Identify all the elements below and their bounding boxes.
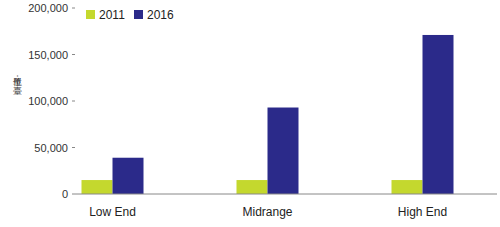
bars <box>82 35 454 194</box>
x-tick-label: Low End <box>89 205 136 219</box>
bar <box>392 180 423 194</box>
y-tick <box>72 194 75 195</box>
legend-swatch <box>134 10 143 19</box>
chart: 0 50,000 100,000 150,000 200,000 單位：臺 Low End M… <box>0 0 500 227</box>
x-tick-label: High End <box>398 205 447 219</box>
y-tick-label: 200,000 <box>28 2 68 14</box>
y-tick <box>72 101 75 102</box>
y-tick-label: 100,000 <box>28 95 68 107</box>
legend-label: 2011 <box>99 8 125 22</box>
bar <box>82 180 113 194</box>
legend-swatch <box>86 10 95 19</box>
x-axis-line <box>75 194 497 195</box>
y-tick <box>72 147 75 148</box>
bar <box>237 180 268 194</box>
legend-label: 2016 <box>147 8 174 22</box>
bar <box>268 108 299 194</box>
y-tick-label: 0 <box>62 188 68 200</box>
y-tick-label: 150,000 <box>28 49 68 61</box>
y-tick-label: 50,000 <box>34 142 68 154</box>
y-tick <box>72 54 75 55</box>
y-tick <box>72 8 75 9</box>
x-tick-label: Midrange <box>242 205 292 219</box>
y-axis-line <box>75 8 76 194</box>
bar <box>113 158 144 194</box>
y-axis-label: 單位：臺 <box>13 70 23 95</box>
bar <box>423 35 454 194</box>
